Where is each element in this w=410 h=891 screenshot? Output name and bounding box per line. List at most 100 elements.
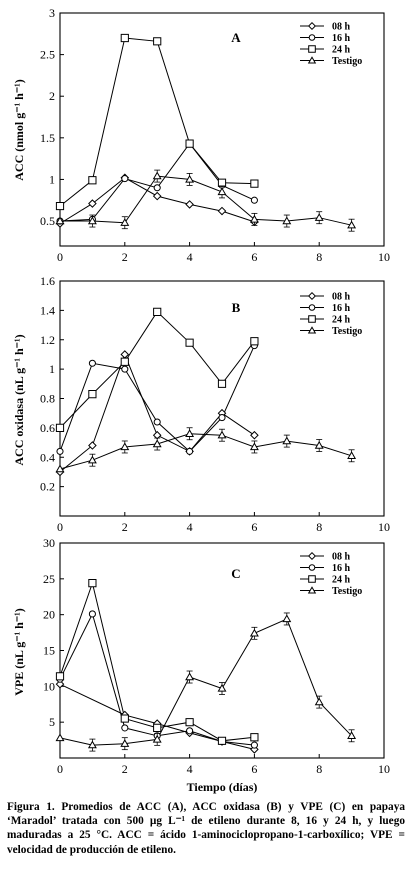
- data-point: [153, 184, 161, 192]
- y-tick-label: 25: [43, 572, 55, 586]
- data-point: [152, 191, 162, 201]
- data-point: [88, 579, 97, 588]
- data-point: [88, 441, 97, 450]
- y-tick-label: 2.5: [40, 48, 55, 62]
- x-tick-label: 10: [378, 762, 390, 776]
- panel-label: A: [231, 30, 241, 45]
- y-tick-label: 2: [49, 89, 55, 103]
- series-line: [59, 433, 352, 470]
- data-point: [87, 740, 97, 749]
- data-point: [282, 216, 292, 225]
- data-point: [347, 220, 357, 229]
- legend-label: 24 h: [332, 315, 351, 326]
- plot-frame: [59, 12, 385, 247]
- legend-marker: [307, 326, 317, 334]
- x-tick-label: 8: [316, 762, 322, 776]
- data-point: [55, 464, 65, 473]
- x-tick-label: 10: [378, 520, 390, 534]
- legend-label: 08 h: [332, 552, 351, 563]
- y-tick-label: 0.5: [40, 214, 55, 228]
- x-tick-label: 6: [251, 762, 257, 776]
- x-tick-label: 4: [187, 520, 193, 534]
- x-tick-label: 2: [122, 250, 128, 264]
- data-point: [282, 614, 292, 623]
- x-tick-label: 8: [316, 250, 322, 264]
- legend-marker: [308, 575, 316, 583]
- legend-label: Testigo: [332, 56, 362, 67]
- data-point: [185, 718, 194, 727]
- y-tick-label: 1.5: [40, 131, 55, 145]
- data-point: [314, 213, 324, 221]
- x-tick-label: 4: [187, 250, 193, 264]
- data-point: [56, 447, 64, 455]
- data-point: [121, 175, 129, 183]
- series-line: [60, 175, 352, 226]
- data-point: [153, 418, 161, 426]
- y-tick-label: 3: [49, 6, 55, 20]
- y-tick-label: 0.6: [40, 421, 55, 435]
- legend-marker: [307, 21, 317, 31]
- legend-marker: [308, 315, 316, 323]
- data-point: [218, 414, 226, 422]
- data-point: [120, 442, 130, 451]
- data-point: [55, 679, 65, 689]
- data-point: [120, 357, 129, 366]
- legend-marker: [307, 586, 317, 594]
- legend-marker: [308, 304, 316, 311]
- legend-label: 24 h: [332, 575, 351, 586]
- data-point: [55, 216, 65, 225]
- data-point: [120, 350, 130, 359]
- panel-label: B: [232, 300, 241, 315]
- data-point: [55, 672, 65, 681]
- x-tick-label: 2: [122, 520, 128, 534]
- data-point: [217, 178, 227, 187]
- data-point: [249, 214, 259, 223]
- data-point: [250, 430, 259, 440]
- series-line: [59, 581, 255, 742]
- data-point: [186, 727, 194, 735]
- y-tick-label: 1.4: [40, 303, 55, 317]
- data-point: [153, 723, 162, 732]
- y-tick-label: 10: [43, 679, 55, 693]
- data-point: [250, 179, 259, 188]
- data-point: [120, 33, 129, 43]
- data-point: [185, 429, 195, 437]
- data-point: [250, 733, 259, 742]
- data-point: [121, 724, 129, 732]
- data-point: [347, 731, 357, 739]
- y-tick-label: 1.6: [40, 274, 55, 288]
- data-point: [152, 439, 162, 448]
- data-point: [55, 733, 65, 742]
- legend-label: Testigo: [332, 326, 362, 337]
- x-tick-label: 4: [187, 762, 193, 776]
- data-point: [121, 365, 129, 373]
- data-point: [88, 359, 96, 367]
- data-point: [185, 139, 194, 148]
- legend-label: 08 h: [332, 22, 351, 33]
- data-point: [120, 739, 130, 747]
- legend-marker: [307, 291, 317, 301]
- data-point: [249, 442, 259, 451]
- y-tick-label: 5: [49, 715, 55, 729]
- legend-label: 24 h: [332, 45, 351, 56]
- y-axis-label: ACC (nmol g⁻¹ h⁻¹): [12, 79, 26, 181]
- legend-marker: [307, 551, 317, 561]
- panel-label: C: [231, 566, 240, 581]
- x-tick-label: 2: [122, 762, 128, 776]
- y-tick-label: 0.4: [40, 450, 55, 464]
- x-tick-label: 10: [378, 250, 390, 264]
- legend-label: 08 h: [332, 292, 351, 303]
- data-point: [249, 628, 259, 637]
- data-point: [55, 423, 65, 432]
- y-tick-label: 15: [43, 644, 55, 658]
- data-point: [314, 697, 324, 706]
- legend-label: 16 h: [332, 563, 351, 574]
- y-tick-label: 0.8: [40, 392, 55, 406]
- y-tick-label: 20: [43, 608, 55, 622]
- data-point: [217, 683, 227, 692]
- legend-label: 16 h: [332, 303, 351, 314]
- data-point: [120, 714, 129, 723]
- y-tick-label: 1: [49, 172, 55, 186]
- y-tick-label: 1: [49, 362, 55, 376]
